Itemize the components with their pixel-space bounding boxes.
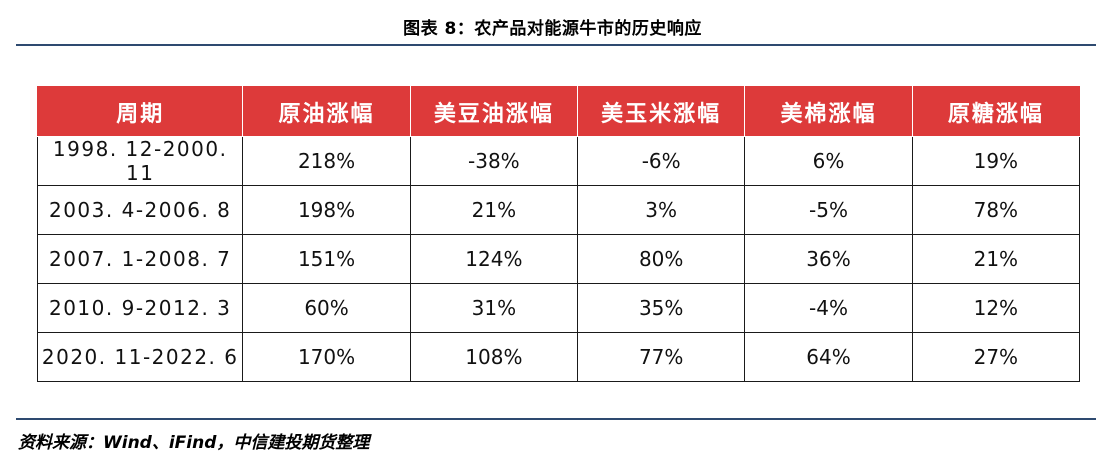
table-row: 2003. 4-2006. 8 198% 21% 3% -5% 78%	[36, 185, 1081, 235]
cell-raw-sugar: 78%	[911, 185, 1081, 235]
cell-cotton: 64%	[744, 332, 913, 382]
cell-cotton: 36%	[744, 234, 913, 284]
cell-raw-sugar: 12%	[911, 283, 1081, 333]
header-corn: 美玉米涨幅	[577, 86, 746, 137]
source-note: 资料来源：Wind、iFind，中信建投期货整理	[18, 433, 370, 453]
cell-soybean-oil: 124%	[409, 234, 579, 284]
cell-soybean-oil: -38%	[409, 136, 579, 186]
source-divider	[16, 418, 1096, 420]
header-raw-sugar: 原糖涨幅	[911, 86, 1081, 137]
cell-crude-oil: 198%	[242, 185, 411, 235]
cell-raw-sugar: 21%	[911, 234, 1081, 284]
figure-title: 图表 8：农产品对能源牛市的历史响应	[403, 19, 702, 39]
cell-period: 2020. 11-2022. 6	[36, 332, 244, 382]
cell-corn: 77%	[577, 332, 746, 382]
data-table-container: 周期 原油涨幅 美豆油涨幅 美玉米涨幅 美棉涨幅 原糖涨幅 1998. 12-2…	[36, 86, 1081, 382]
cell-period: 2007. 1-2008. 7	[36, 234, 244, 284]
cell-period: 2003. 4-2006. 8	[36, 185, 244, 235]
cell-soybean-oil: 31%	[409, 283, 579, 333]
cell-corn: -6%	[577, 136, 746, 186]
table-row: 2010. 9-2012. 3 60% 31% 35% -4% 12%	[36, 283, 1081, 333]
cell-crude-oil: 170%	[242, 332, 411, 382]
table-row: 1998. 12-2000. 11 218% -38% -6% 6% 19%	[36, 136, 1081, 186]
cell-soybean-oil: 108%	[409, 332, 579, 382]
cell-corn: 35%	[577, 283, 746, 333]
cell-cotton: -5%	[744, 185, 913, 235]
table-row: 2007. 1-2008. 7 151% 124% 80% 36% 21%	[36, 234, 1081, 284]
cell-raw-sugar: 27%	[911, 332, 1081, 382]
cell-soybean-oil: 21%	[409, 185, 579, 235]
cell-period: 2010. 9-2012. 3	[36, 283, 244, 333]
header-soybean-oil: 美豆油涨幅	[409, 86, 579, 137]
cell-corn: 3%	[577, 185, 746, 235]
cell-crude-oil: 151%	[242, 234, 411, 284]
header-cotton: 美棉涨幅	[744, 86, 913, 137]
cell-period: 1998. 12-2000. 11	[36, 136, 244, 186]
cell-raw-sugar: 19%	[911, 136, 1081, 186]
header-crude-oil: 原油涨幅	[242, 86, 411, 137]
cell-crude-oil: 218%	[242, 136, 411, 186]
table-row: 2020. 11-2022. 6 170% 108% 77% 64% 27%	[36, 332, 1081, 382]
title-divider	[16, 44, 1096, 46]
data-table: 周期 原油涨幅 美豆油涨幅 美玉米涨幅 美棉涨幅 原糖涨幅 1998. 12-2…	[36, 86, 1081, 382]
cell-crude-oil: 60%	[242, 283, 411, 333]
header-period: 周期	[36, 86, 244, 137]
cell-cotton: 6%	[744, 136, 913, 186]
cell-corn: 80%	[577, 234, 746, 284]
table-header-row: 周期 原油涨幅 美豆油涨幅 美玉米涨幅 美棉涨幅 原糖涨幅	[36, 86, 1081, 137]
cell-cotton: -4%	[744, 283, 913, 333]
